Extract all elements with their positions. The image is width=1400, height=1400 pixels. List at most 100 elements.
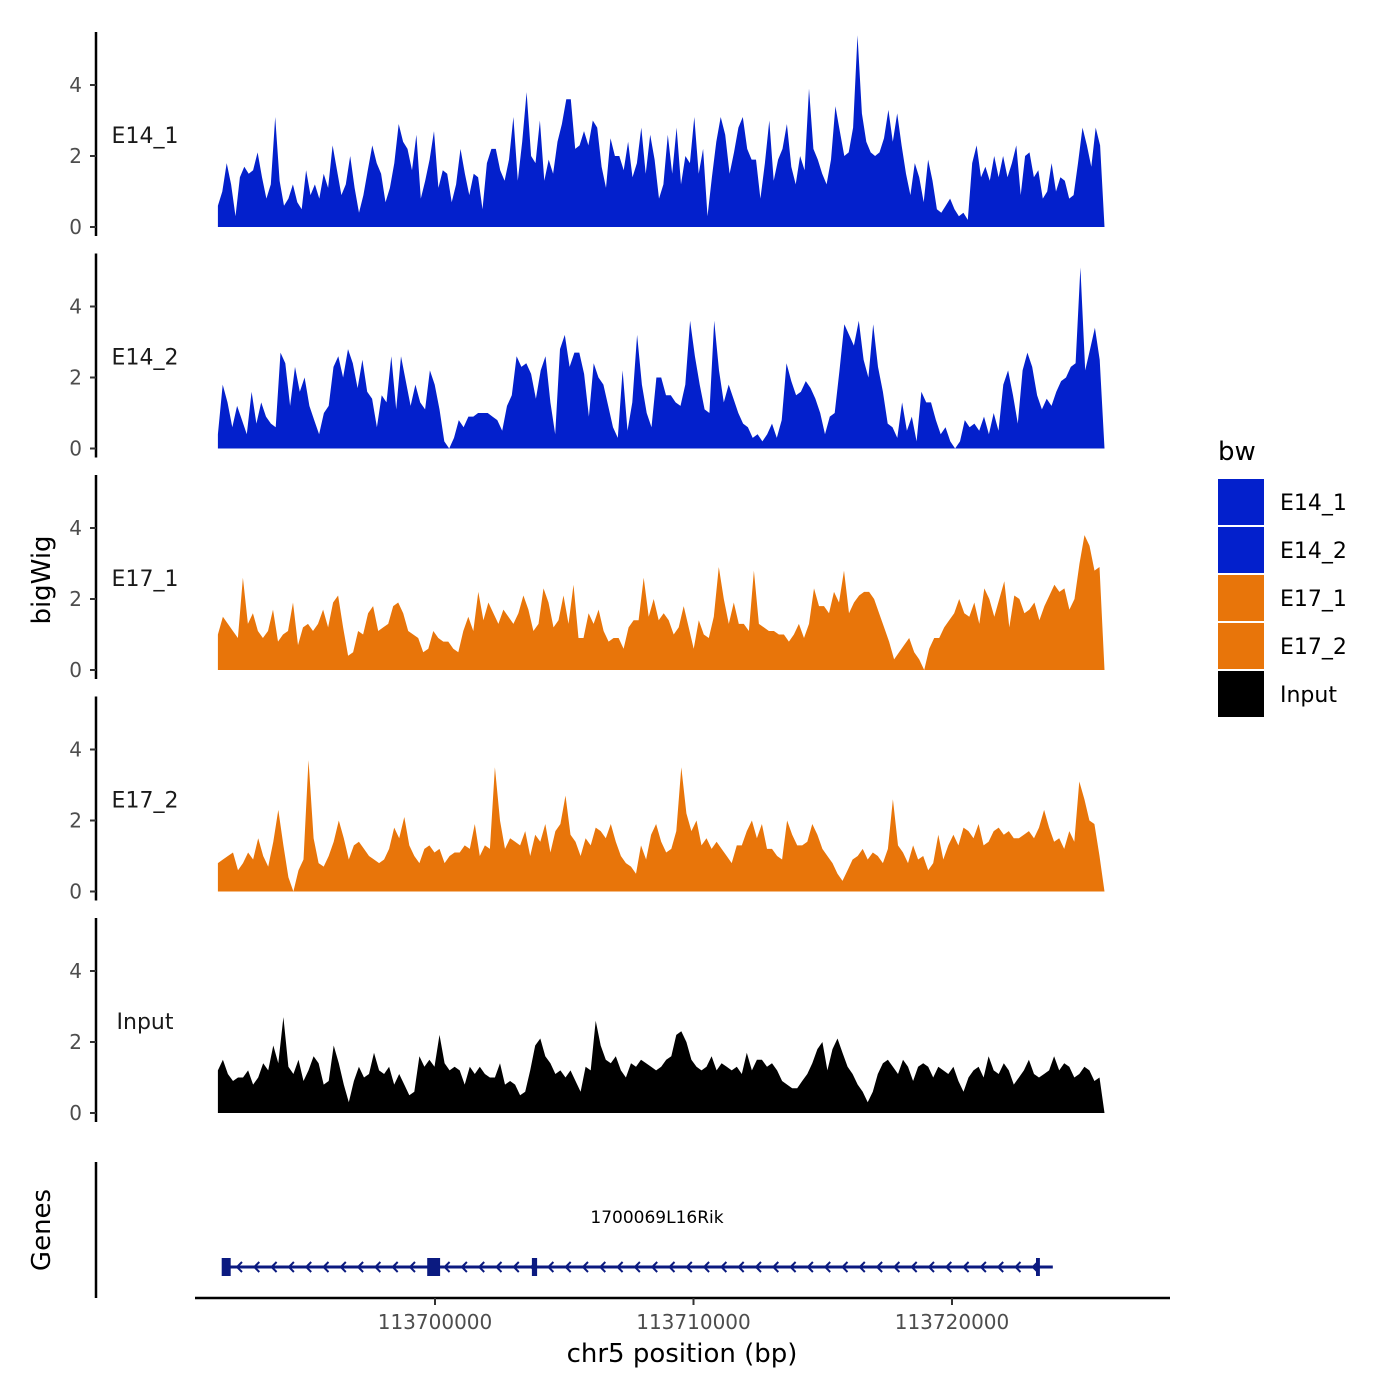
- x-axis-title: chr5 position (bp): [567, 1339, 798, 1369]
- strand-arrow: [616, 1261, 624, 1273]
- strand-arrow: [927, 1261, 935, 1273]
- strand-arrow: [235, 1261, 243, 1273]
- strand-arrow: [391, 1261, 399, 1273]
- genes-panel: Genes 1700069L16Rik: [27, 1162, 1053, 1298]
- strand-arrow: [477, 1261, 485, 1273]
- strand-arrow: [252, 1261, 261, 1273]
- legend-label: E17_1: [1280, 587, 1347, 612]
- y-tick-label: 0: [69, 1101, 82, 1125]
- signal-area-E17_2: [217, 760, 1105, 892]
- signal-tracks: 0 2 4 E14_1 0 2 4 E14_2 0 2 4 E17_1 0 2 4 E17_2 0 2 4 Input: [69, 32, 1105, 1125]
- y-tick-label: 2: [69, 809, 82, 833]
- x-ticks: 113700000 113710000 113720000: [378, 1298, 1010, 1334]
- track-E17_2: 0 2 4 E17_2: [69, 696, 1105, 904]
- gene-exon: [427, 1258, 441, 1276]
- gene-model: 1700069L16Rik: [221, 1208, 1053, 1276]
- y-tick-label: 0: [69, 880, 82, 904]
- strand-arrow: [287, 1261, 295, 1273]
- strand-arrow: [581, 1261, 589, 1273]
- strand-arrow: [322, 1261, 330, 1273]
- gene-exon: [531, 1258, 538, 1276]
- track-Input: 0 2 4 Input: [69, 918, 1105, 1125]
- signal-area-E14_2: [217, 267, 1105, 449]
- strand-arrow: [668, 1261, 676, 1273]
- strand-arrow: [512, 1261, 520, 1273]
- gene-exon: [1036, 1258, 1040, 1276]
- strand-arrow: [771, 1261, 780, 1273]
- track-label: Input: [117, 1010, 174, 1035]
- strand-arrow: [806, 1261, 814, 1273]
- legend-swatch: [1218, 575, 1264, 621]
- strand-arrow: [633, 1261, 641, 1273]
- strand-arrow: [443, 1261, 451, 1273]
- signal-area-E17_1: [217, 535, 1105, 670]
- strand-arrow: [270, 1261, 278, 1273]
- track-label: E14_1: [112, 124, 179, 149]
- gene-name-label: 1700069L16Rik: [590, 1208, 723, 1228]
- track-E14_1: 0 2 4 E14_1: [69, 32, 1105, 239]
- y-tick-label: 2: [69, 144, 82, 168]
- strand-arrow: [373, 1261, 382, 1273]
- y-tick-label: 0: [69, 658, 82, 682]
- gene-exon: [221, 1258, 231, 1276]
- strand-arrow: [858, 1261, 866, 1273]
- strand-arrow: [789, 1261, 797, 1273]
- y-tick-label: 0: [69, 215, 82, 239]
- y-tick-label: 4: [69, 73, 82, 97]
- strand-arrow: [944, 1261, 953, 1273]
- signal-area-E14_1: [217, 35, 1105, 227]
- track-E14_2: 0 2 4 E14_2: [69, 253, 1105, 461]
- x-tick-label: 113720000: [895, 1310, 1010, 1334]
- strand-arrow: [996, 1261, 1004, 1273]
- legend-label: Input: [1280, 683, 1337, 708]
- strand-arrow: [564, 1261, 572, 1273]
- y-tick-label: 2: [69, 366, 82, 390]
- strand-arrow: [356, 1261, 364, 1273]
- strand-arrow: [460, 1261, 468, 1273]
- legend-items: E14_1 E14_2 E17_1 E17_2 Input: [1218, 479, 1347, 717]
- strand-arrow: [910, 1261, 918, 1273]
- y-tick-label: 4: [69, 738, 82, 762]
- legend-swatch: [1218, 479, 1264, 525]
- strand-arrow: [979, 1261, 987, 1273]
- genes-axis-title: Genes: [27, 1189, 57, 1271]
- track-label: E14_2: [112, 346, 179, 371]
- y-tick-label: 4: [69, 959, 82, 983]
- y-tick-label: 4: [69, 295, 82, 319]
- x-tick-label: 113710000: [636, 1310, 751, 1334]
- strand-arrow: [737, 1261, 745, 1273]
- y-tick-label: 2: [69, 587, 82, 611]
- strand-arrow: [754, 1261, 762, 1273]
- strand-arrow: [495, 1261, 503, 1273]
- x-tick-label: 113700000: [378, 1310, 493, 1334]
- strand-arrow: [685, 1261, 693, 1273]
- strand-arrow: [304, 1261, 312, 1273]
- strand-arrow: [1014, 1261, 1022, 1273]
- legend-swatch: [1218, 527, 1264, 573]
- legend-label: E14_2: [1280, 539, 1347, 564]
- x-axis: 113700000 113710000 113720000 chr5 positio…: [195, 1296, 1170, 1369]
- strand-arrow: [841, 1261, 849, 1273]
- y-tick-label: 4: [69, 516, 82, 540]
- strand-arrow: [408, 1261, 416, 1273]
- legend-label: E17_2: [1280, 635, 1347, 660]
- y-tick-label: 2: [69, 1030, 82, 1054]
- strand-arrow: [719, 1261, 728, 1273]
- legend: bw E14_1 E14_2 E17_1 E17_2 Input: [1218, 437, 1347, 717]
- track-label: E17_1: [112, 567, 179, 592]
- strand-arrow: [650, 1261, 658, 1273]
- legend-swatch: [1218, 671, 1264, 717]
- y-tick-label: 0: [69, 437, 82, 461]
- y-axis-title: bigWig: [27, 535, 57, 624]
- strand-arrow: [546, 1261, 555, 1273]
- strand-arrow: [892, 1261, 901, 1273]
- strand-arrow: [702, 1261, 710, 1273]
- track-E17_1: 0 2 4 E17_1: [69, 475, 1105, 682]
- track-label: E17_2: [112, 789, 179, 814]
- legend-title: bw: [1218, 437, 1256, 467]
- strand-arrow: [823, 1261, 831, 1273]
- legend-swatch: [1218, 623, 1264, 669]
- strand-arrow: [962, 1261, 970, 1273]
- signal-area-Input: [217, 1017, 1105, 1113]
